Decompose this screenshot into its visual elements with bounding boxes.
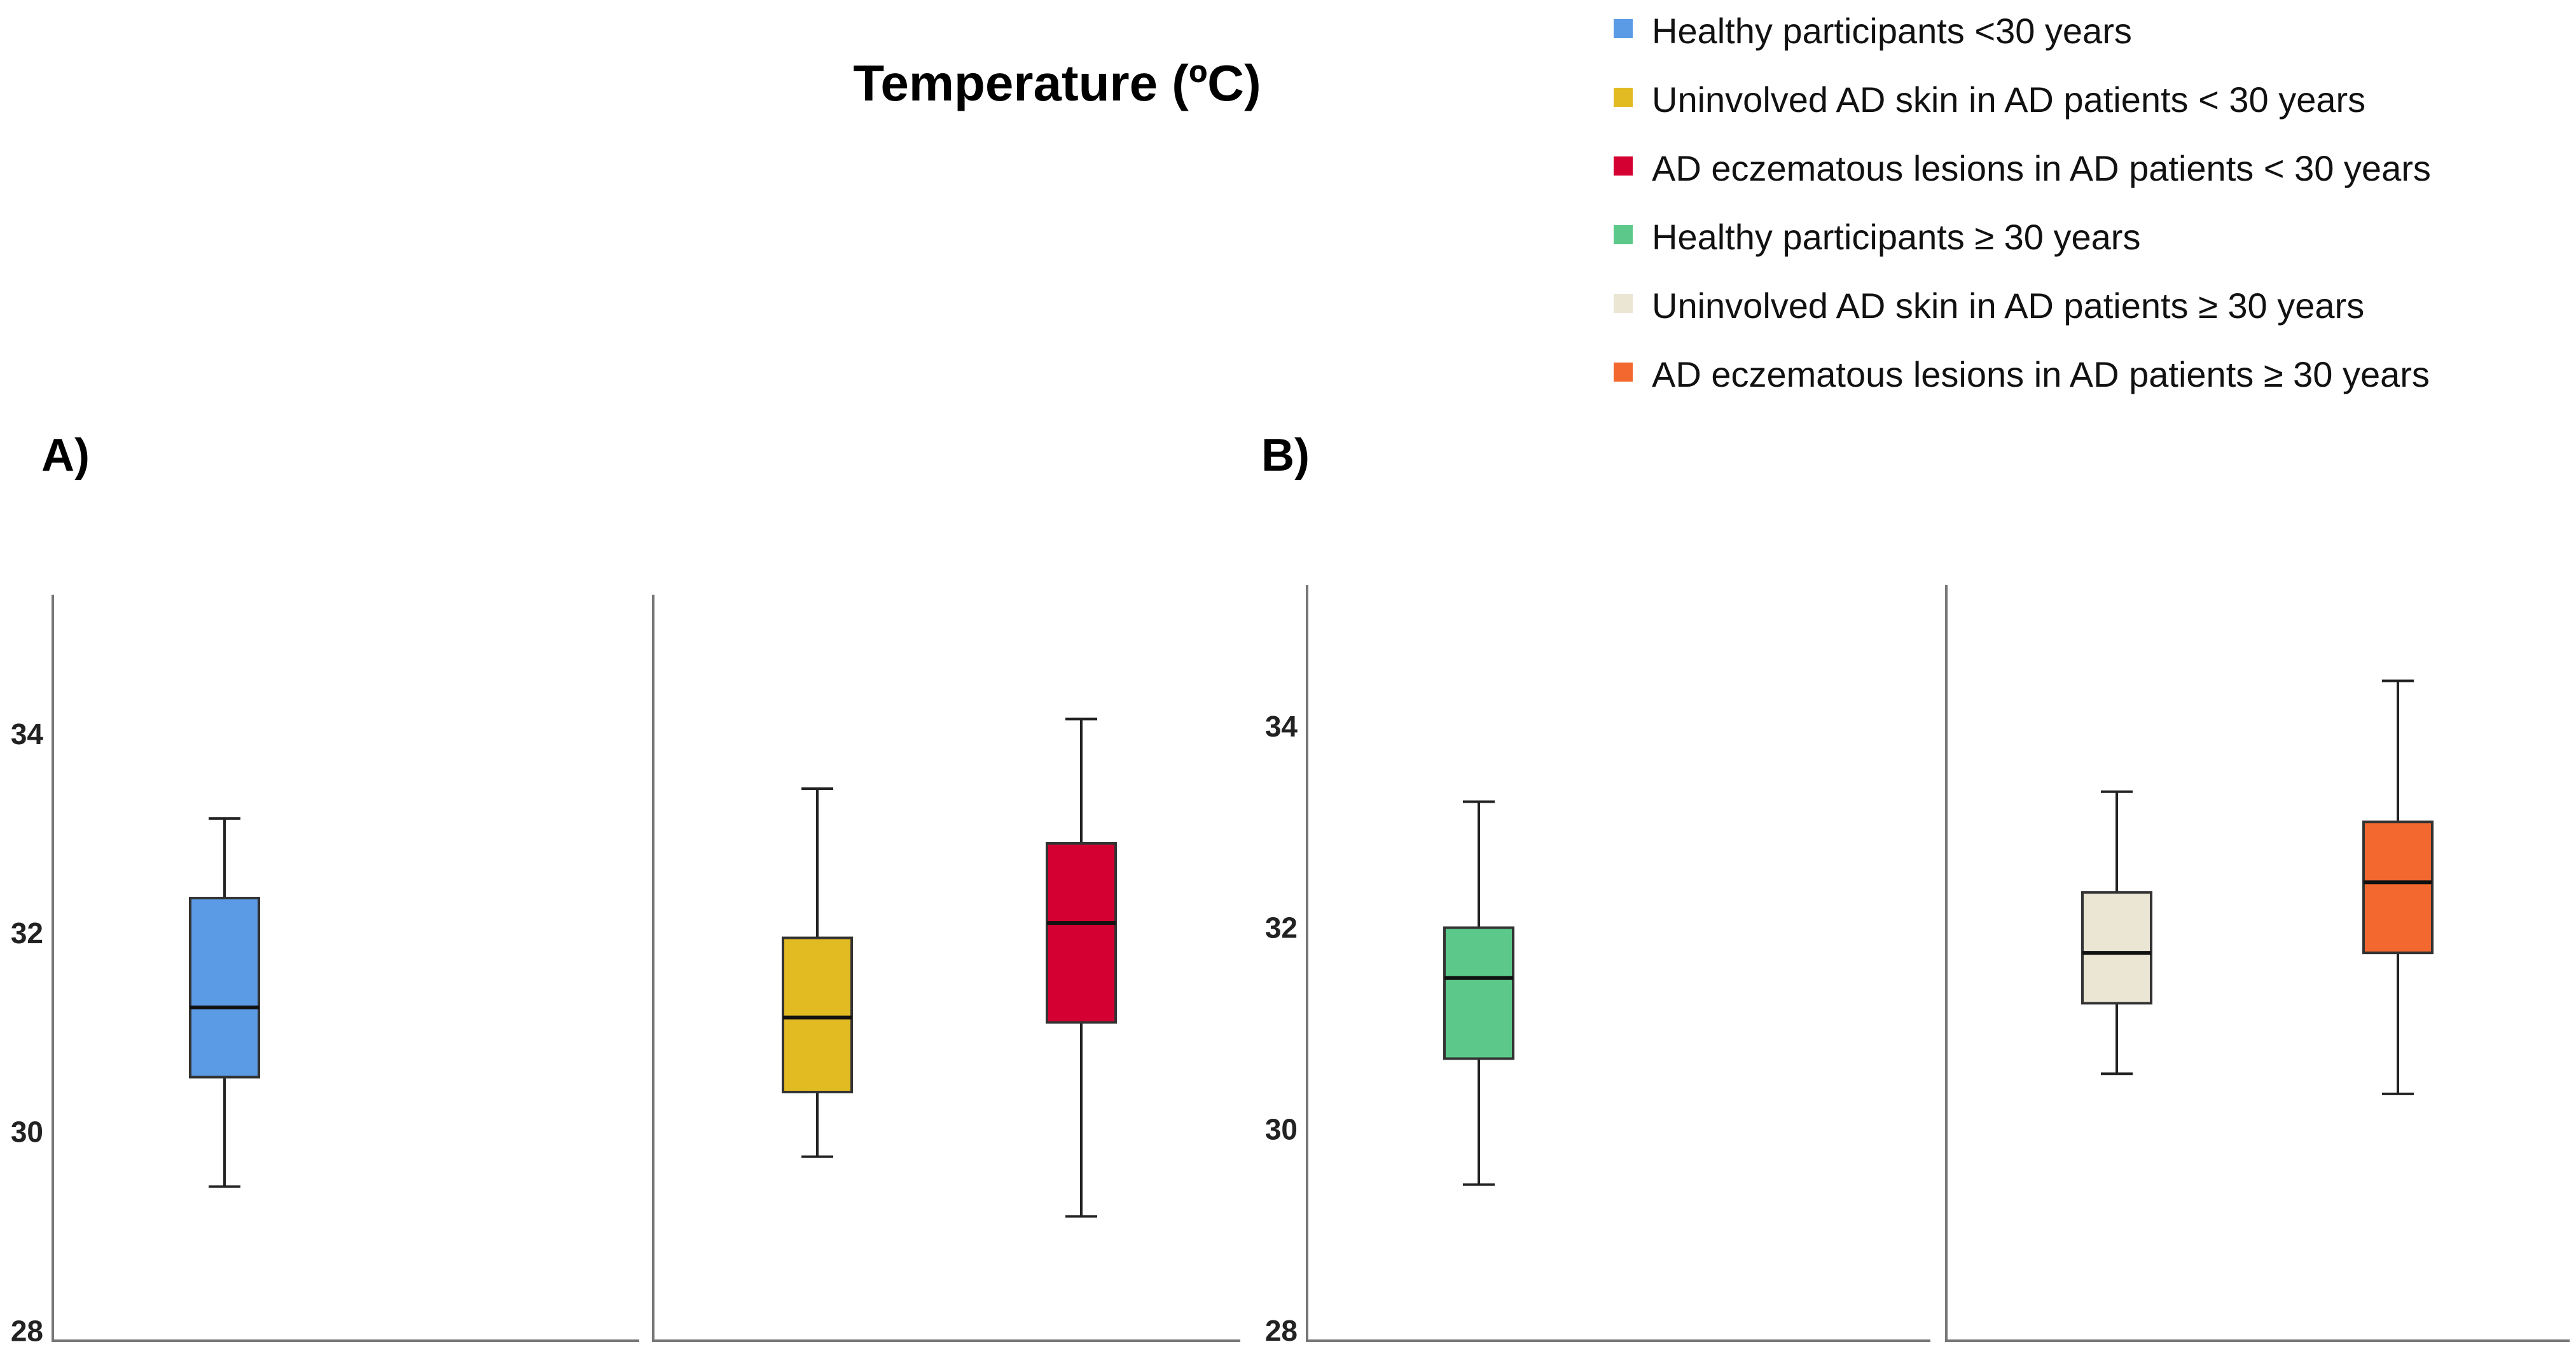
legend-entry: Uninvolved AD skin in AD patients ≥ 30 y… [1614,286,2364,326]
legend-label: AD eczematous lesions in AD patients ≥ 3… [1652,354,2430,394]
legend-label: Healthy participants <30 years [1652,11,2132,51]
y-tick-label: 34 [11,717,44,751]
panel-label-a: A) [41,430,90,481]
box [2362,820,2434,955]
legend: Healthy participants <30 years Uninvolve… [1614,11,2431,394]
box-plot-group [2362,679,2434,1095]
y-ticks-b: 28 30 32 34 [1265,710,1298,1347]
legend-label: AD eczematous lesions in AD patients < 3… [1652,148,2431,188]
legend-swatch [1614,156,1633,176]
legend-entry: AD eczematous lesions in AD patients ≥ 3… [1614,354,2430,394]
box [1443,926,1514,1060]
legend-label: Healthy participants ≥ 30 years [1652,217,2140,257]
box-plot-group [189,817,260,1188]
box-plot-group [2081,790,2152,1076]
axis-frame [1945,585,2570,1342]
box-plots [189,679,2434,1218]
legend-entry: AD eczematous lesions in AD patients < 3… [1614,148,2431,188]
legend-entry: Healthy participants ≥ 30 years [1614,217,2140,257]
legend-swatch [1614,88,1633,107]
chart-title: Temperature (ºC) [853,55,1261,111]
y-tick-label: 34 [1265,710,1298,743]
box [189,897,260,1079]
y-tick-label: 30 [1265,1112,1298,1145]
box [2081,891,2152,1005]
box-plot-group [1443,800,1514,1186]
legend-swatch [1614,19,1633,38]
box-plot-group [782,787,853,1158]
legend-label: Uninvolved AD skin in AD patients ≥ 30 y… [1652,286,2364,326]
y-tick-label: 28 [11,1314,43,1347]
y-tick-label: 28 [1265,1314,1298,1347]
box [782,936,853,1093]
legend-swatch [1614,225,1633,244]
axis-frame [652,595,1240,1342]
box [1046,842,1117,1024]
legend-label: Uninvolved AD skin in AD patients < 30 y… [1652,80,2365,120]
box-plot-group [1046,717,1117,1218]
axes [52,585,2570,1342]
legend-swatch [1614,294,1633,313]
panel-label-b: B) [1261,430,1310,481]
y-tick-label: 32 [11,917,43,950]
y-tick-label: 30 [11,1116,43,1149]
axis-frame [1306,585,1930,1342]
axis-frame [52,595,639,1342]
legend-entry: Healthy participants <30 years [1614,11,2132,51]
y-ticks-a: 28 30 32 34 [11,717,44,1347]
legend-entry: Uninvolved AD skin in AD patients < 30 y… [1614,80,2365,120]
legend-swatch [1614,363,1633,382]
y-tick-label: 32 [1265,911,1298,944]
